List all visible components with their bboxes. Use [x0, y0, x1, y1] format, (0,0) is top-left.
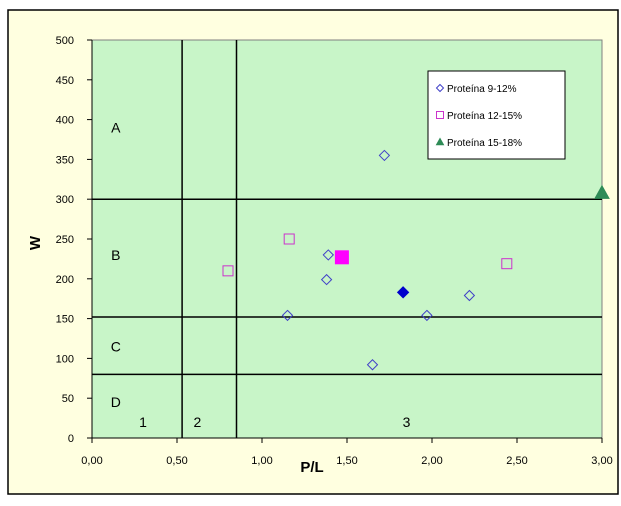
legend-label-3: Proteína 15-18%	[447, 138, 522, 149]
highlight-point-series-1	[396, 286, 410, 299]
x-tick-label: 2,00	[421, 455, 442, 467]
data-point-series-2	[222, 265, 234, 277]
region-label-a: A	[111, 120, 121, 136]
x-tick-label: 2,50	[506, 455, 527, 467]
region-label-c: C	[111, 338, 121, 354]
x-tick-label: 3,00	[591, 455, 612, 467]
legend-marker-2	[436, 111, 444, 119]
data-point-series-3	[594, 184, 610, 199]
data-point-series-1	[281, 309, 294, 322]
legend-marker-3	[435, 137, 445, 146]
y-tick-label: 400	[56, 115, 74, 127]
highlight-point-series-2	[334, 250, 349, 265]
data-point-series-1	[378, 149, 391, 162]
x-tick-label: 0,00	[81, 455, 102, 467]
region-label-3: 3	[403, 414, 411, 430]
data-point-series-1	[421, 309, 433, 322]
y-tick-label: 500	[56, 35, 74, 47]
y-tick-label: 300	[56, 194, 74, 206]
y-axis-title: W	[27, 235, 44, 250]
region-label-d: D	[111, 394, 121, 410]
y-tick-label: 0	[68, 433, 74, 445]
x-axis-title: P/L	[300, 459, 323, 476]
region-label-1: 1	[139, 414, 147, 430]
y-tick-label: 150	[56, 314, 74, 326]
legend-label-2: Proteína 12-15%	[447, 111, 522, 122]
data-point-series-2	[501, 258, 513, 270]
data-point-series-1	[463, 289, 476, 302]
x-tick-label: 1,00	[251, 455, 272, 467]
region-label-b: B	[111, 247, 120, 263]
y-tick-label: 200	[56, 274, 74, 286]
data-point-series-2	[283, 233, 295, 245]
y-tick-label: 350	[56, 154, 74, 166]
y-tick-label: 100	[56, 353, 74, 365]
data-point-series-1	[366, 359, 379, 371]
data-point-series-1	[322, 249, 335, 261]
x-tick-label: 0,50	[166, 455, 187, 467]
y-tick-label: 450	[56, 75, 74, 87]
y-tick-label: 250	[56, 234, 74, 246]
x-tick-label: 1,50	[336, 455, 357, 467]
legend-label-1: Proteína 9-12%	[447, 84, 517, 95]
region-label-2: 2	[194, 414, 202, 430]
data-point-series-1	[320, 273, 333, 286]
y-tick-label: 50	[62, 393, 74, 405]
legend-box	[427, 70, 566, 160]
legend-marker-1	[435, 83, 445, 93]
